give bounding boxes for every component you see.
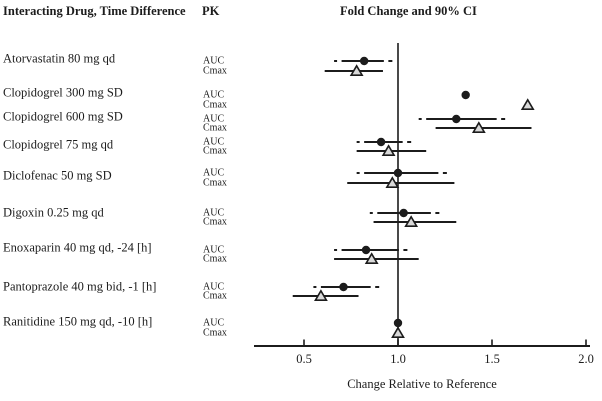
cmax-marker [471, 121, 486, 133]
pk-label-auc: AUC [203, 207, 225, 219]
pk-label-auc: AUC [203, 317, 225, 329]
pk-label-cmax: Cmax [203, 65, 227, 77]
auc-marker [376, 137, 386, 147]
x-tick-label: 0.5 [296, 352, 312, 366]
cmax-marker [349, 64, 364, 76]
auc-marker [361, 245, 371, 255]
column-header-pk: PK [202, 4, 220, 18]
pk-label-auc: AUC [203, 89, 225, 101]
pk-label-cmax: Cmax [203, 177, 227, 189]
pk-label-cmax: Cmax [203, 145, 227, 157]
auc-marker [339, 282, 348, 292]
drug-label: Atorvastatin 80 mg qd [3, 51, 116, 66]
pk-label-auc: AUC [203, 167, 225, 179]
drug-label: Clopidogrel 600 mg SD [3, 109, 123, 124]
auc-marker [461, 90, 470, 100]
x-tick-label: 1.0 [390, 352, 406, 366]
auc-marker [393, 168, 403, 178]
auc-marker [399, 208, 408, 218]
drug-label: Digoxin 0.25 mg qd [3, 205, 104, 220]
column-header-drug: Interacting Drug, Time Difference [3, 4, 186, 18]
pk-label-cmax: Cmax [203, 122, 227, 134]
drug-label: Diclofenac 50 mg SD [3, 168, 112, 183]
pk-label-auc: AUC [203, 113, 225, 125]
chart-title: Fold Change and 90% CI [340, 4, 477, 18]
pk-label-cmax: Cmax [203, 290, 227, 302]
pk-label-cmax: Cmax [203, 253, 227, 265]
drug-label: Enoxaparin 40 mg qd, -24 [h] [3, 240, 152, 255]
x-tick-label: 1.5 [484, 352, 500, 366]
pk-label-cmax: Cmax [203, 327, 227, 339]
cmax-marker [381, 144, 396, 156]
cmax-marker [385, 176, 400, 188]
auc-marker [393, 318, 403, 328]
drug-label: Pantoprazole 40 mg bid, -1 [h] [3, 279, 157, 294]
cmax-marker [391, 326, 405, 339]
pk-label-cmax: Cmax [203, 216, 227, 228]
pk-label-auc: AUC [203, 281, 225, 293]
pk-label-auc: AUC [203, 244, 225, 256]
auc-marker [359, 56, 369, 66]
pk-label-cmax: Cmax [203, 99, 227, 111]
auc-marker [452, 114, 461, 124]
cmax-marker [520, 98, 535, 110]
pk-label-auc: AUC [203, 136, 225, 148]
x-tick-label: 2.0 [578, 352, 594, 366]
cmax-marker [364, 252, 379, 265]
drug-label: Clopidogrel 300 mg SD [3, 85, 123, 100]
drug-label: Clopidogrel 75 mg qd [3, 137, 114, 152]
cmax-marker [314, 289, 328, 302]
cmax-marker [404, 215, 419, 227]
x-axis-title: Change Relative to Reference [347, 377, 497, 391]
drug-label: Ranitidine 150 mg qd, -10 [h] [3, 314, 153, 329]
pk-label-auc: AUC [203, 55, 225, 67]
